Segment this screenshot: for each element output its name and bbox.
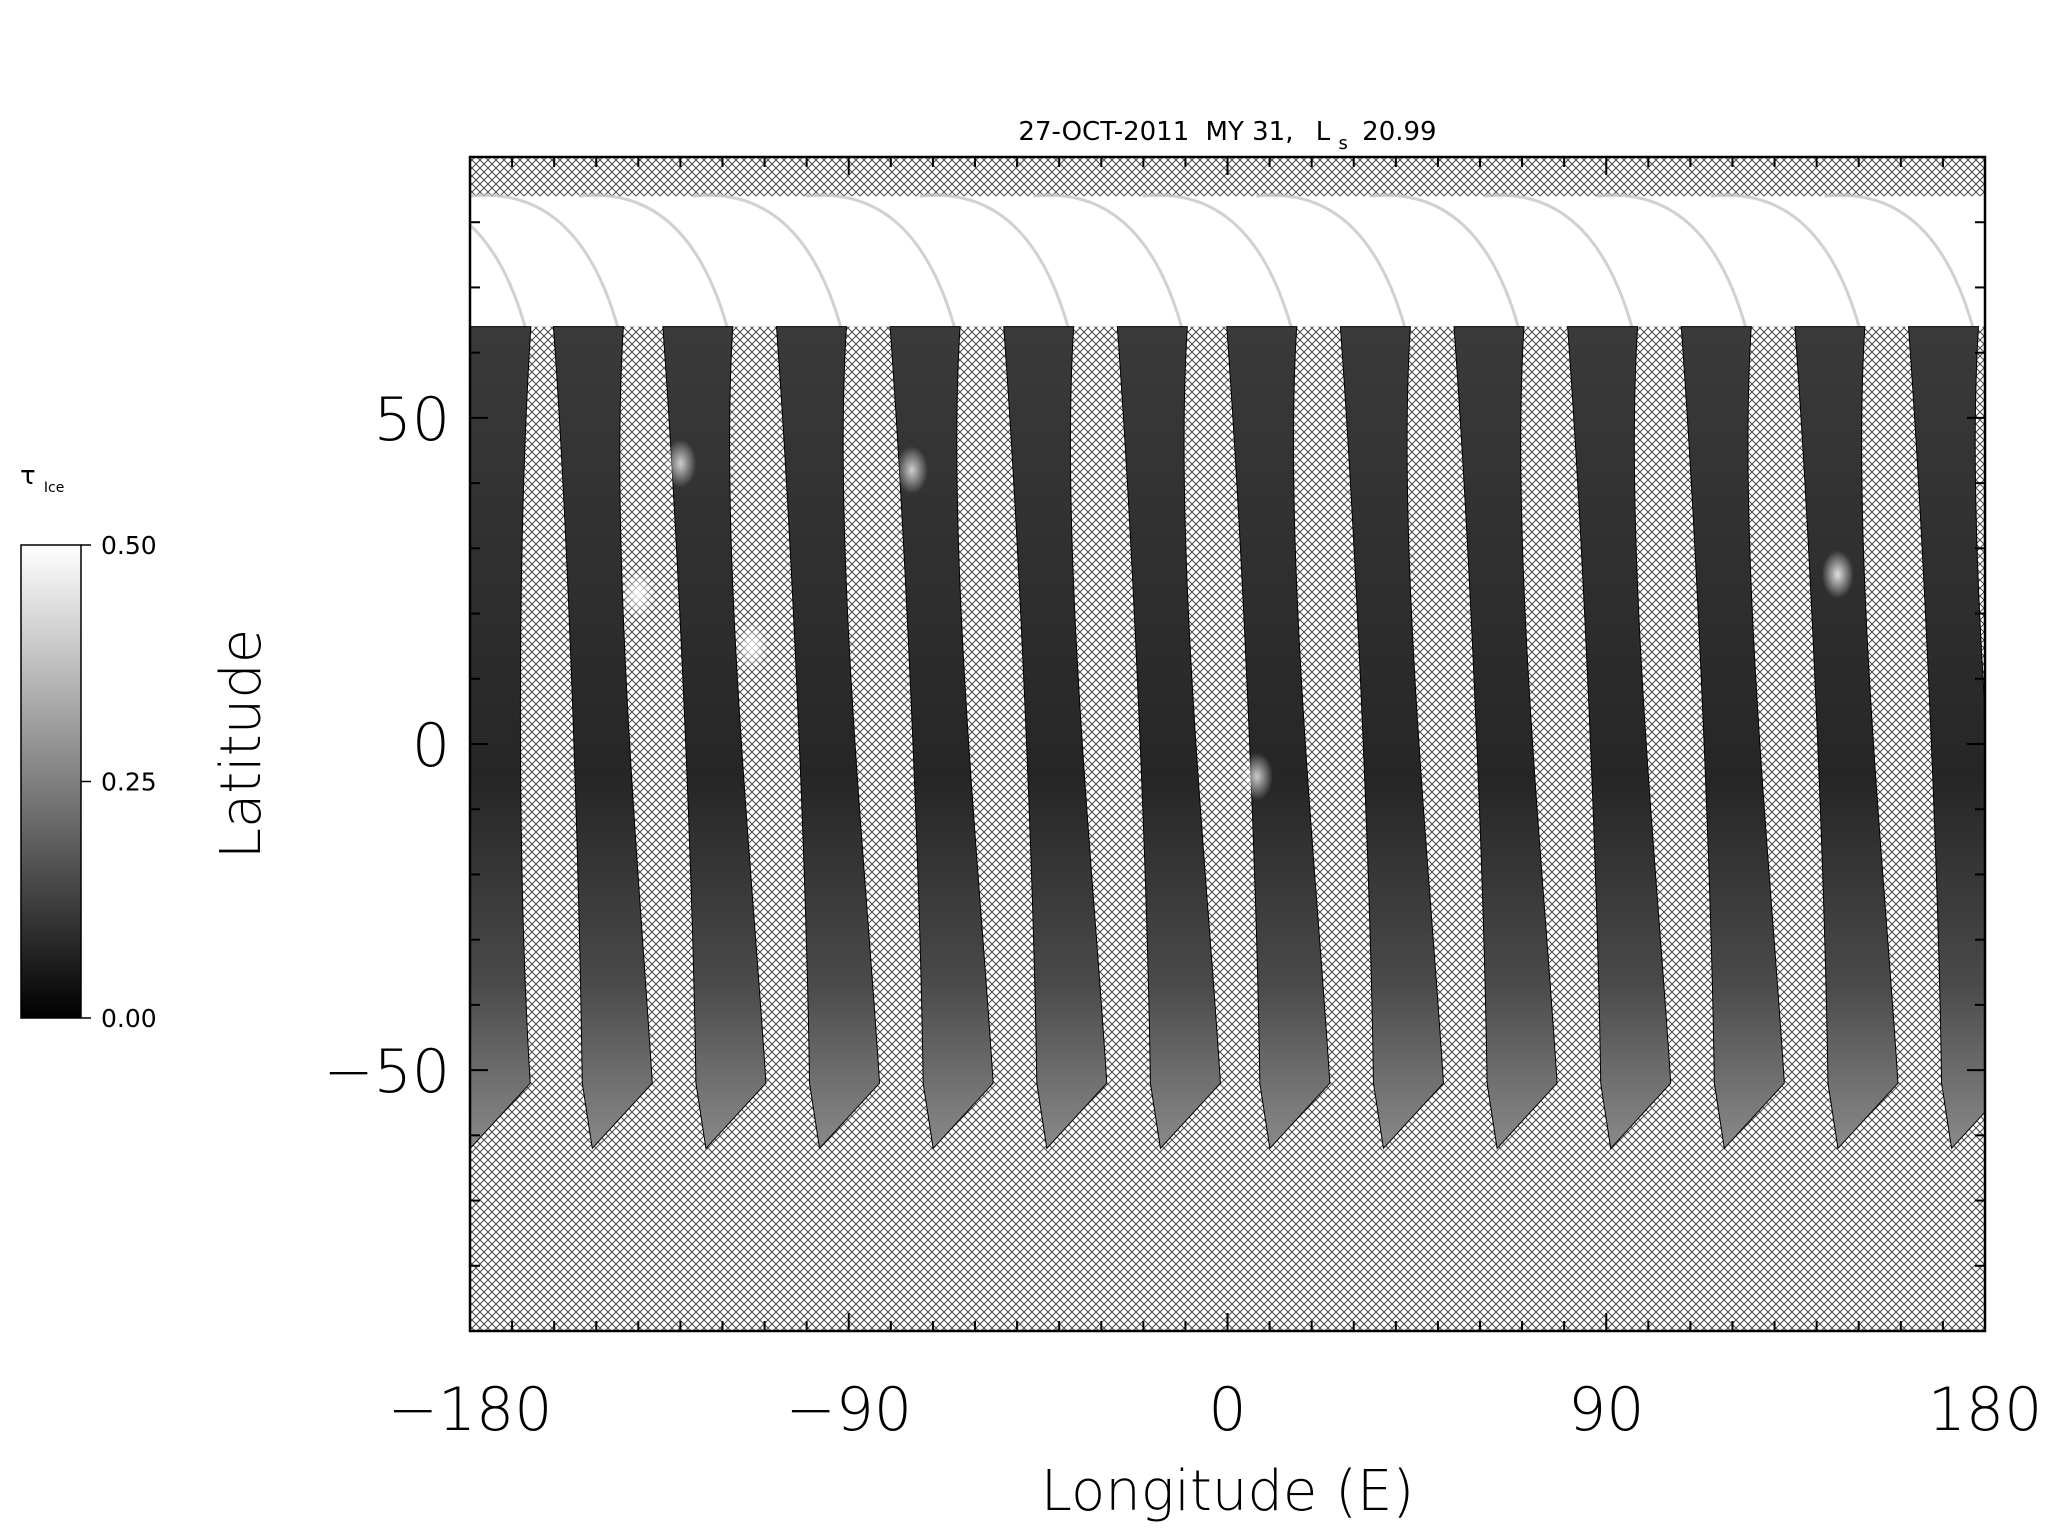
polar-cap-streak [1824,193,1976,334]
swath-13 [1794,326,1899,1150]
swath-12 [1680,326,1785,1150]
polar-cap-streak [1256,193,1408,334]
polar-cap-streak [805,193,958,334]
title-ls-value: 20.99 [1362,117,1436,147]
colorbar: τ Ice 0.00 0.25 0.50 [20,461,157,1033]
cloud-patch-5 [664,439,697,488]
swath-3 [662,326,767,1150]
polar-cap-streak [1033,193,1185,334]
chart-title: 27-OCT-2011 MY 31, L s 20.99 [1018,117,1436,156]
swath-6 [1003,326,1108,1150]
swath-11 [1567,326,1672,1150]
polar-cap-streak [1483,193,1636,334]
polar-cap-streak [470,222,529,334]
cloud-patch-2 [735,622,768,671]
swath-layer [470,326,1985,1150]
plot-area [470,157,1985,1331]
colorbar-tick-label: 0.50 [101,531,157,560]
polar-cap-streak [578,193,731,334]
colorbar-ticks: 0.00 0.25 0.50 [81,531,157,1033]
x-tick-label: −90 [785,1375,912,1445]
y-tick-label: −50 [323,1037,450,1107]
x-tick-label: 0 [1208,1375,1246,1445]
swath-10 [1453,326,1558,1150]
cloud-patch-1 [622,569,655,618]
colorbar-tick-label: 0.00 [101,1004,157,1033]
polar-cap-streak [1142,193,1295,334]
x-tick-label: 90 [1568,1375,1644,1445]
swath-8 [1226,326,1331,1150]
y-tick-label: 50 [374,385,450,455]
swath-7 [1116,326,1221,1150]
swath-9 [1339,326,1444,1150]
polar-cap-streak [1710,193,1863,334]
swath-4 [775,326,881,1150]
cloud-patch-4 [1821,550,1854,599]
x-axis-label: Longitude (E) [1041,1459,1414,1524]
cloud-layer [622,439,1854,801]
cloud-patch-3 [1240,752,1273,801]
colorbar-label: τ Ice [20,461,64,496]
polar-cap-streak [470,193,621,334]
x-tick-label: −180 [388,1375,553,1445]
y-axis-label: Latitude [209,629,274,859]
x-tick-label: 180 [1928,1375,2043,1445]
title-ls-symbol: L [1316,117,1331,147]
y-tick-label: 0 [412,711,450,781]
polar-cap-streak [692,193,844,334]
axis-ticks [469,156,1986,1332]
swath-14 [1907,326,1985,1150]
colorbar-tick-label: 0.25 [101,768,157,797]
polar-cap-streak [1597,193,1749,334]
swath-5 [889,326,994,1150]
colorbar-gradient-bar [20,544,82,1019]
cloud-patch-6 [895,446,928,495]
title-mars-year: MY 31, [1206,117,1294,147]
colorbar-label-subscript: Ice [44,480,64,496]
polar-cap-layer [470,193,1985,334]
y-tick-labels: −50 0 50 [323,385,450,1107]
swath-1 [470,326,532,1150]
colorbar-label-symbol: τ [20,461,36,491]
polar-cap-streak [919,193,1072,334]
title-ls-subscript: s [1339,133,1348,154]
x-tick-labels: −180 −90 0 90 180 [388,1375,2043,1445]
swath-2 [552,326,653,1150]
polar-cap-streak [1369,193,1522,334]
title-date: 27-OCT-2011 [1018,117,1189,147]
polar-cap-band [470,196,1985,327]
